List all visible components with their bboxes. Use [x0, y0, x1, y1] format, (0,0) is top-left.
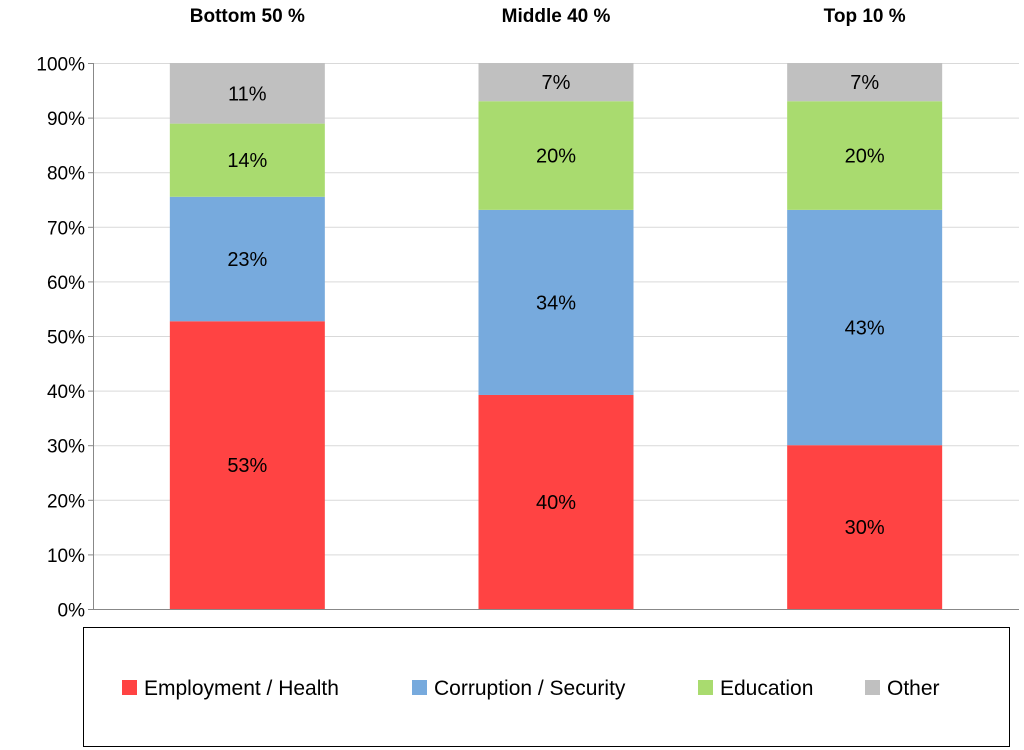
y-tick-label: 90%: [47, 109, 85, 130]
legend-label: Education: [720, 677, 813, 700]
legend-swatch: [122, 680, 137, 695]
data-label: 20%: [845, 146, 885, 168]
bar-segment: [169, 63, 325, 124]
category-label: Bottom 50 %: [190, 6, 305, 27]
legend-label: Employment / Health: [144, 677, 339, 700]
legend-label: Corruption / Security: [434, 677, 626, 700]
bar-segment: [169, 321, 325, 609]
bar-segment: [478, 209, 634, 395]
y-tick-label: 100%: [36, 55, 85, 76]
data-label: 14%: [227, 150, 267, 172]
bar-segment: [787, 101, 943, 210]
data-label: 53%: [227, 455, 267, 477]
bar-segment: [478, 394, 634, 609]
y-tick-label: 70%: [47, 218, 85, 239]
y-tick-label: 40%: [47, 382, 85, 403]
bar-segment: [169, 123, 325, 197]
category-label: Top 10 %: [824, 6, 906, 27]
bar-segment: [787, 209, 943, 446]
data-label: 40%: [536, 492, 576, 514]
legend-swatch: [412, 680, 427, 695]
y-tick-label: 50%: [47, 328, 85, 349]
bar-segment: [169, 196, 325, 322]
data-label: 7%: [542, 72, 571, 94]
data-label: 30%: [845, 517, 885, 539]
legend-box: [83, 627, 1010, 747]
bar-segment: [787, 63, 943, 102]
data-label: 23%: [227, 249, 267, 271]
bar-segment: [478, 63, 634, 102]
y-tick-label: 60%: [47, 273, 85, 294]
legend-label: Other: [887, 677, 940, 700]
legend-swatch: [865, 680, 880, 695]
y-tick-label: 30%: [47, 437, 85, 458]
bar-segment: [787, 445, 943, 609]
data-label: 7%: [850, 72, 879, 94]
data-label: 11%: [228, 83, 267, 105]
bar-segment: [478, 101, 634, 210]
y-tick-label: 20%: [47, 491, 85, 512]
data-label: 34%: [536, 292, 576, 314]
data-label: 20%: [536, 146, 576, 168]
data-label: 43%: [845, 318, 885, 340]
category-label: Middle 40 %: [502, 6, 611, 27]
legend-swatch: [698, 680, 713, 695]
y-tick-label: 80%: [47, 164, 85, 185]
y-tick-label: 10%: [47, 546, 85, 567]
y-tick-label: 0%: [58, 601, 86, 622]
